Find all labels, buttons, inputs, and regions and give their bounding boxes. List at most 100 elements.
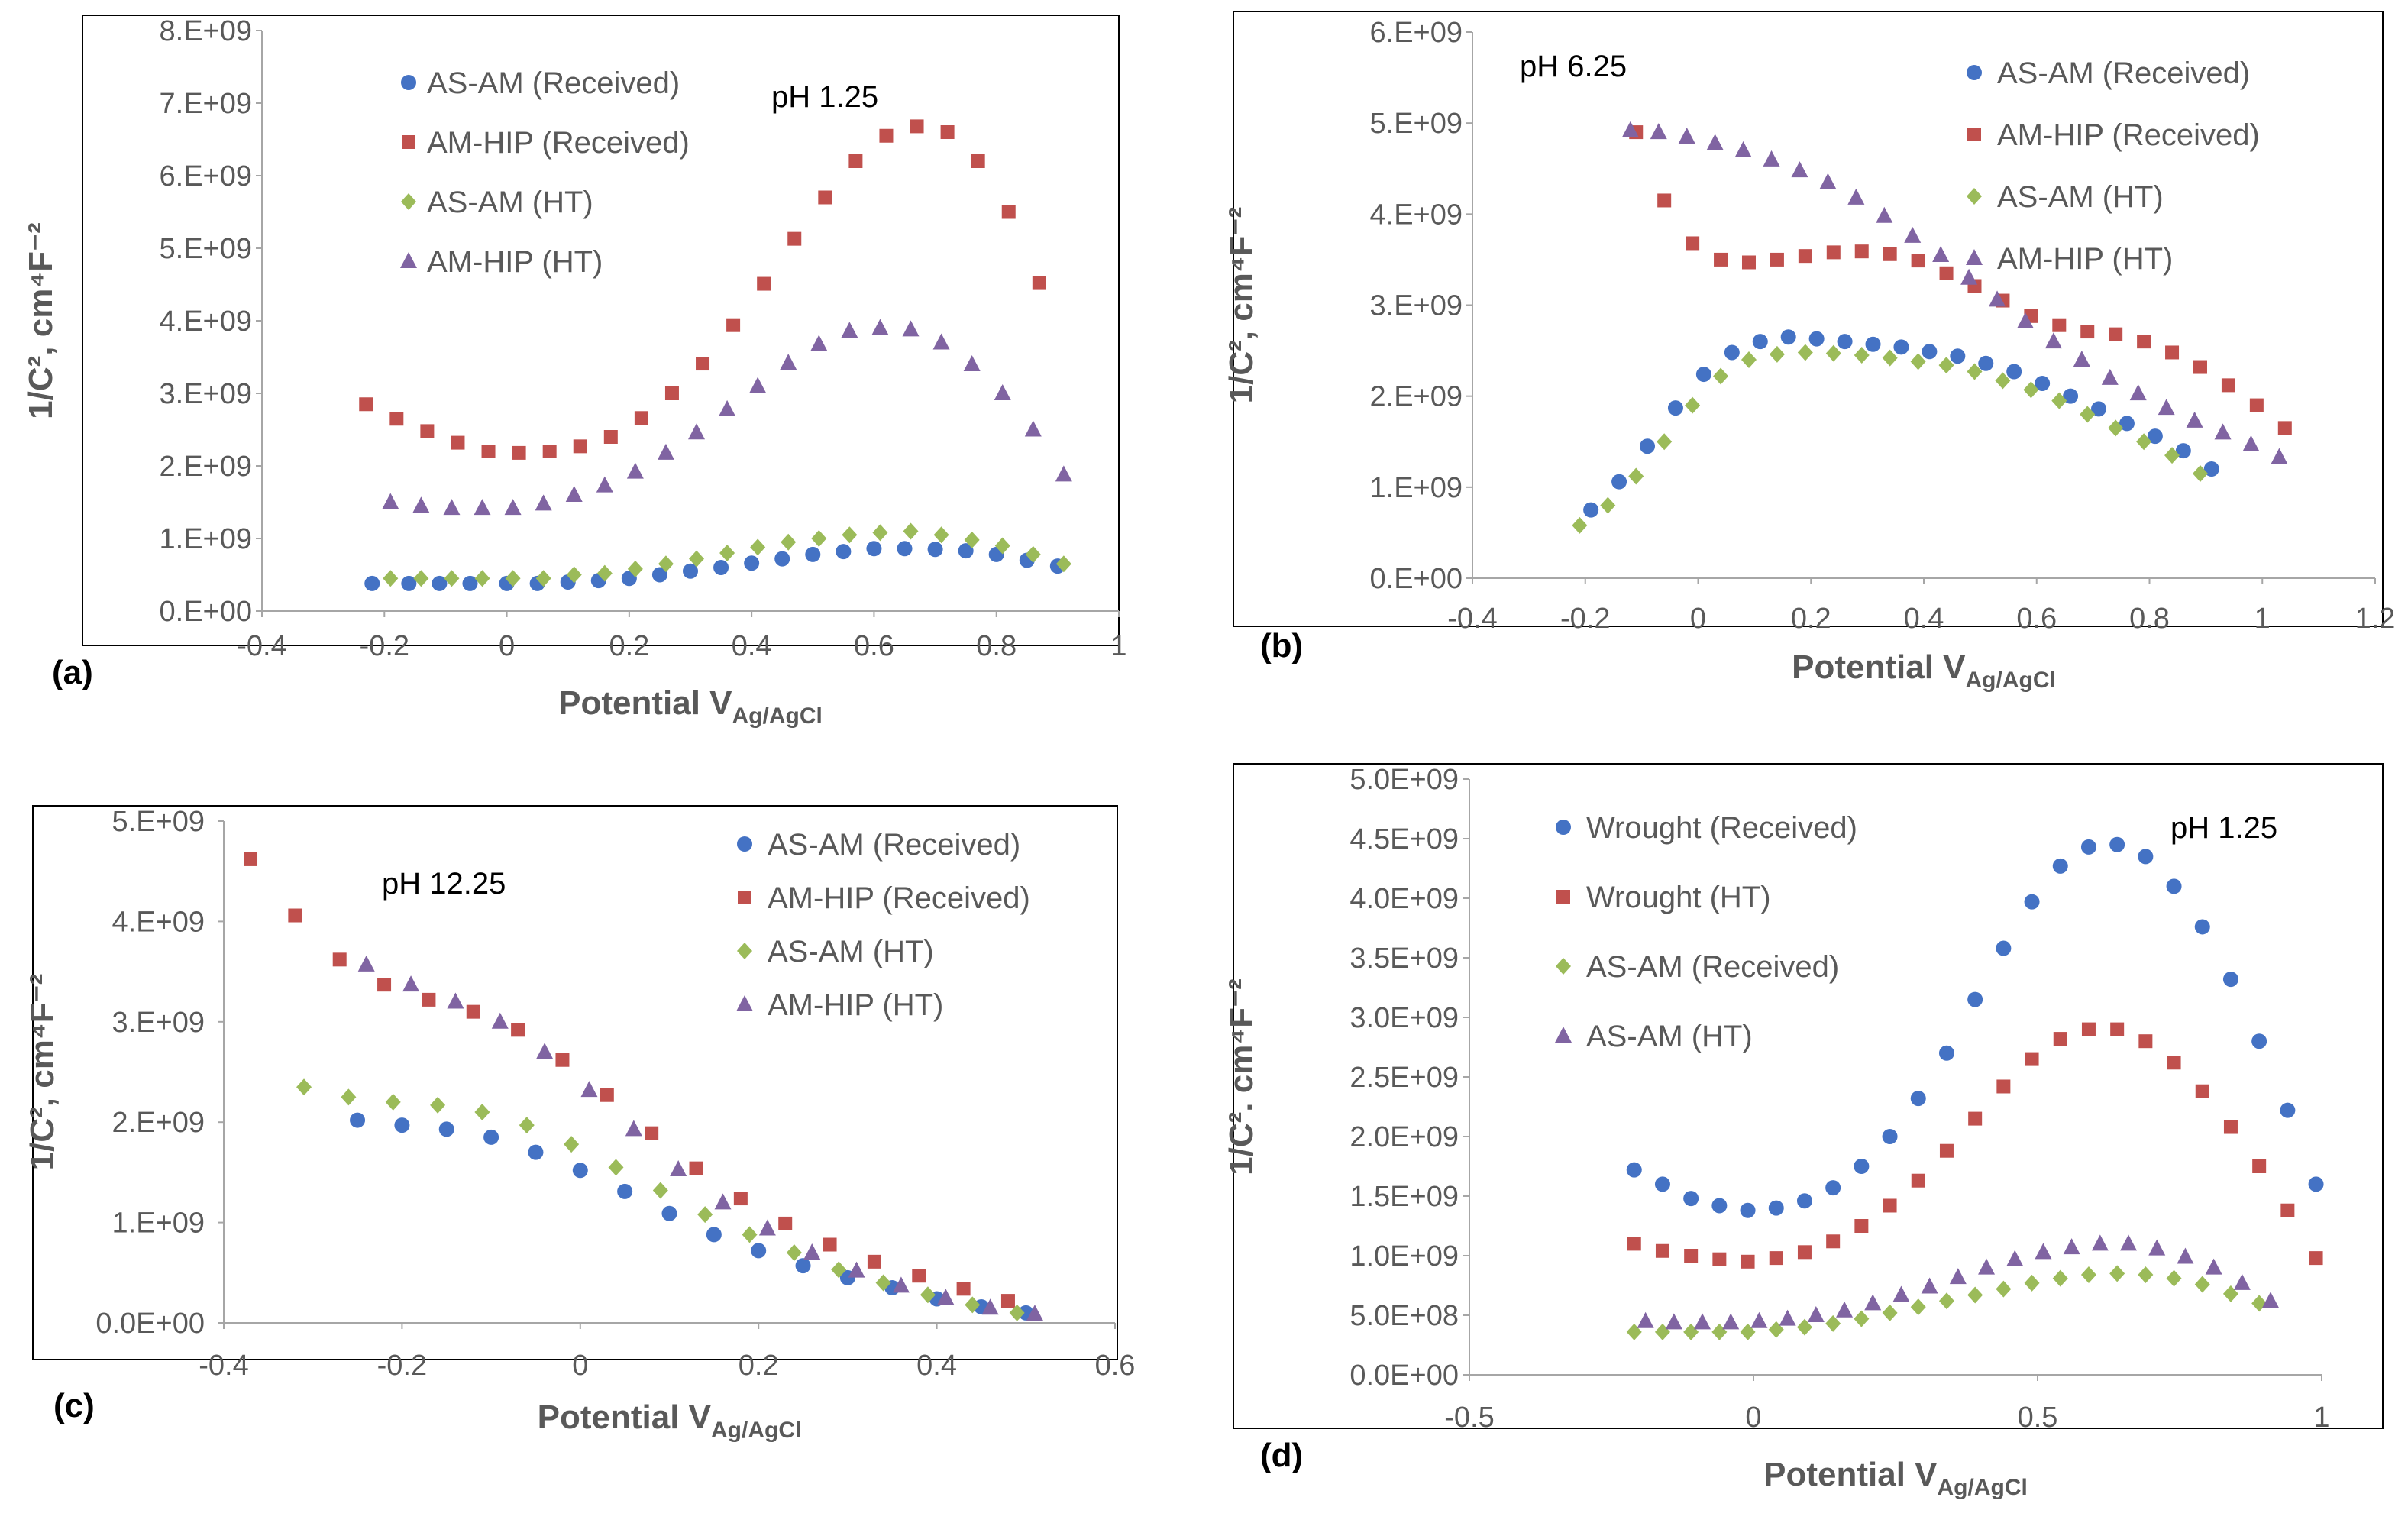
data-point <box>1807 1306 1825 1322</box>
legend-label: AS-AM (Received) <box>768 828 1020 862</box>
data-point <box>1882 1129 1898 1144</box>
data-point <box>956 1282 971 1296</box>
data-point <box>1892 1285 1910 1302</box>
data-point <box>1741 1254 1755 1269</box>
data-point <box>1938 1045 1954 1061</box>
data-point <box>511 1023 525 1037</box>
data-point <box>1740 1202 1756 1218</box>
ph-annotation: pH 1.25 <box>771 80 878 114</box>
data-point <box>2109 327 2123 341</box>
series-am-hip-ht- <box>357 955 1043 1321</box>
data-point <box>749 377 767 393</box>
data-point <box>742 1226 758 1243</box>
y-tick-label: 6.E+09 <box>1370 17 1463 49</box>
data-point <box>244 852 258 866</box>
data-point <box>2073 351 2090 367</box>
data-point <box>1826 245 1841 260</box>
data-point <box>750 538 766 556</box>
legend-label: AM-HIP (HT) <box>427 245 603 279</box>
data-point <box>912 1269 926 1283</box>
y-tick-label: 0.E+00 <box>160 596 253 628</box>
x-tick-label: -0.4 <box>1447 603 1497 635</box>
data-point <box>1978 1258 1996 1275</box>
data-point <box>1893 339 1909 355</box>
data-point <box>1796 1193 1812 1209</box>
chart-frame <box>1233 11 2384 627</box>
chart-frame <box>82 15 1120 646</box>
series-as-am-received- <box>350 1112 1034 1321</box>
legend-label: AS-AM (HT) <box>1586 1020 1753 1053</box>
chart-frame <box>1233 763 2384 1429</box>
data-point <box>651 567 667 583</box>
data-point <box>971 154 985 168</box>
chart-panel-b: -0.4 -0.2 0 0.2 0.4 0.6 0.8 1 1.2 0.E+00 1.E+09 2.E… <box>1223 11 2395 693</box>
data-point <box>866 541 882 557</box>
data-point <box>2006 364 2022 380</box>
data-point <box>1741 351 1757 368</box>
data-point <box>1032 276 1046 290</box>
data-point <box>420 424 435 438</box>
data-point <box>781 533 797 551</box>
data-point <box>2053 1032 2067 1046</box>
legend-label: Wrought (HT) <box>1586 881 1771 914</box>
legend-marker <box>1967 188 1982 205</box>
data-point <box>1752 334 1768 350</box>
data-point <box>2081 1022 2096 1036</box>
data-point <box>1694 1313 1711 1330</box>
data-point <box>1797 1245 1812 1260</box>
data-point <box>706 1227 722 1243</box>
data-point <box>2221 378 2235 393</box>
data-point <box>1667 400 1683 416</box>
panel-label: (b) <box>1260 627 1303 665</box>
data-point <box>2177 1247 2194 1264</box>
series-wrought-received- <box>1626 836 2324 1218</box>
data-point <box>994 537 1010 555</box>
x-tick-label: 1.2 <box>2355 603 2396 635</box>
data-point <box>774 551 790 567</box>
data-point <box>1989 290 2006 307</box>
legend-marker <box>401 75 416 90</box>
x-tick-label: 0.6 <box>1095 1350 1136 1382</box>
data-point <box>1837 334 1853 350</box>
x-tick-label: 0.6 <box>2016 603 2057 635</box>
data-point <box>2025 1052 2039 1066</box>
data-point <box>1055 555 1071 573</box>
data-point <box>1967 991 1983 1007</box>
data-point <box>848 1261 865 1278</box>
data-point <box>903 522 919 540</box>
data-point <box>981 1298 999 1315</box>
x-tick-label: 0.8 <box>976 630 1017 662</box>
x-axis-title: Potential VAg/AgCl <box>538 1399 802 1443</box>
data-point <box>402 975 420 992</box>
data-point <box>528 1144 544 1160</box>
data-point <box>451 435 465 450</box>
data-point <box>1741 255 1756 270</box>
ph-annotation: pH 1.25 <box>2170 811 2277 845</box>
data-point <box>1995 372 2011 390</box>
data-point <box>696 357 710 371</box>
data-point <box>1922 344 1938 360</box>
data-point <box>1911 254 1925 268</box>
data-point <box>1882 1304 1898 1321</box>
chart-panel-a: -0.4 -0.2 0 0.2 0.4 0.6 0.8 1 0.E+00 1.E+09 2.E+09… <box>22 15 1127 729</box>
data-point <box>1797 344 1813 361</box>
y-tick-label: 2.E+09 <box>1370 381 1463 413</box>
data-point <box>897 541 913 557</box>
data-point <box>2271 448 2288 464</box>
data-point <box>867 1254 881 1269</box>
legend-marker <box>1966 249 1983 265</box>
data-point <box>1808 331 1825 347</box>
data-point <box>1791 161 1808 178</box>
x-tick-label: 0.2 <box>609 630 649 662</box>
legend-marker <box>401 193 416 210</box>
data-point <box>596 476 613 493</box>
data-point <box>2147 428 2163 445</box>
data-point <box>1798 249 1812 264</box>
data-point <box>757 276 771 291</box>
series-am-hip-received- <box>359 119 1046 460</box>
legend-label: AS-AM (HT) <box>427 186 593 219</box>
data-point <box>683 563 698 579</box>
series-wrought-ht- <box>1627 1022 2323 1269</box>
data-point <box>2309 1251 2323 1266</box>
data-point <box>661 1205 677 1221</box>
